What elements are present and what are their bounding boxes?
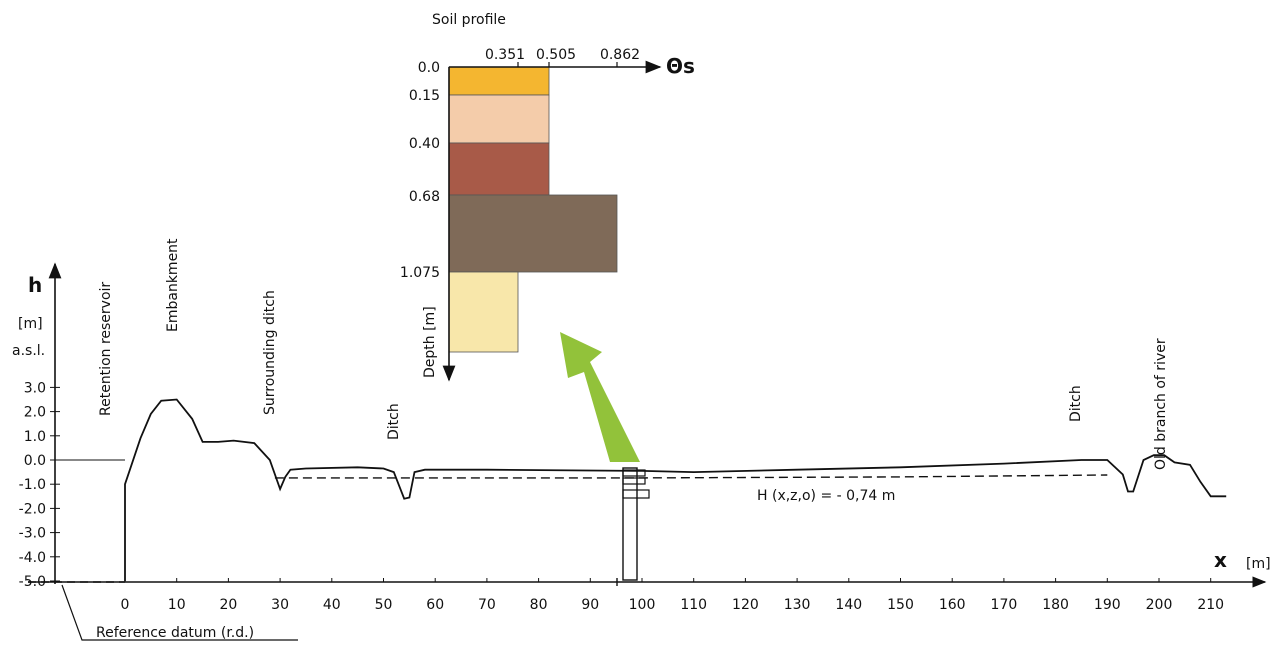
piezometer-cap <box>622 489 650 499</box>
depth-tick-2: 0.40 <box>409 136 440 152</box>
y-tick-2: 1.0 <box>24 429 46 445</box>
reference-datum-label: Reference datum (r.d.) <box>96 625 254 641</box>
x-tick-0: 0 <box>121 597 130 613</box>
soil-layer-4 <box>448 271 519 353</box>
x-tick-5: 50 <box>375 597 393 613</box>
theta-tick-2: 0.862 <box>600 47 640 63</box>
reference-datum-leader <box>61 584 298 641</box>
x-tick-12: 120 <box>732 597 759 613</box>
h-axis-unit: [m] <box>18 316 43 332</box>
soil-layers <box>448 66 618 353</box>
x-tick-16: 160 <box>939 597 966 613</box>
y-tick-7: -4.0 <box>19 550 46 566</box>
x-tick-19: 190 <box>1094 597 1121 613</box>
x-axis-label: x <box>1214 548 1227 572</box>
depth-axis-label: Depth [m] <box>422 306 438 378</box>
x-tick-10: 100 <box>629 597 656 613</box>
x-tick-21: 210 <box>1197 597 1224 613</box>
feature-retention-reservoir: Retention reservoir <box>98 282 114 416</box>
h-axis-label: h <box>28 273 42 297</box>
feature-old-branch-of-river: Old branch of river <box>1153 338 1169 470</box>
soil-layer-0 <box>448 66 550 96</box>
soil-layer-2 <box>448 142 550 196</box>
y-tick-4: -1.0 <box>19 477 46 493</box>
x-axis-unit: [m] <box>1246 556 1271 572</box>
y-tick-6: -3.0 <box>19 526 46 542</box>
y-tick-1: 2.0 <box>24 405 46 421</box>
depth-tick-4: 1.075 <box>400 265 440 281</box>
y-tick-3: 0.0 <box>24 453 46 469</box>
x-tick-4: 40 <box>323 597 341 613</box>
x-tick-17: 170 <box>991 597 1018 613</box>
terrain-profile <box>124 398 1227 581</box>
depth-tick-0: 0.0 <box>418 60 440 76</box>
water-table-label: H (x,z,o) = - 0,74 m <box>757 488 895 504</box>
x-tick-13: 130 <box>784 597 811 613</box>
x-tick-2: 20 <box>219 597 237 613</box>
soil-layer-1 <box>448 94 550 144</box>
h-axis-ticks: 3.02.01.00.0-1.0-2.0-3.0-4.0-5.0 <box>19 380 60 590</box>
theta-tick-0: 0.351 <box>485 47 525 63</box>
water-table-line <box>274 474 1108 479</box>
h-axis-unit2: a.s.l. <box>12 343 45 359</box>
x-tick-11: 110 <box>680 597 707 613</box>
x-tick-3: 30 <box>271 597 289 613</box>
x-tick-1: 10 <box>168 597 186 613</box>
y-tick-5: -2.0 <box>19 501 46 517</box>
feature-ditch-2: Ditch <box>1068 385 1084 422</box>
feature-surrounding-ditch: Surrounding ditch <box>262 290 278 415</box>
x-tick-18: 180 <box>1042 597 1069 613</box>
x-axis-ticks: 0 10 20 30 40 50 60 70 80 90 100 110 120 130 140 150 160… <box>121 578 1224 613</box>
x-tick-8: 80 <box>530 597 548 613</box>
piezometer <box>622 467 638 581</box>
soil-layer-3 <box>448 194 618 273</box>
location-arrow <box>560 332 640 462</box>
depth-tick-1: 0.15 <box>409 88 440 104</box>
x-tick-9: 90 <box>581 597 599 613</box>
theta-tick-1: 0.505 <box>536 47 576 63</box>
piezometer-screen-2 <box>622 477 646 485</box>
feature-embankment: Embankment <box>165 238 181 332</box>
feature-ditch-1: Ditch <box>386 403 402 440</box>
soil-profile-title: Soil profile <box>432 12 506 28</box>
x-tick-20: 200 <box>1146 597 1173 613</box>
x-tick-15: 150 <box>887 597 914 613</box>
x-tick-14: 140 <box>835 597 862 613</box>
x-tick-7: 70 <box>478 597 496 613</box>
depth-tick-3: 0.68 <box>409 189 440 205</box>
x-tick-6: 60 <box>426 597 444 613</box>
piezometer-screen-1 <box>622 469 646 477</box>
y-tick-0: 3.0 <box>24 380 46 396</box>
theta-axis-label: Θs <box>666 54 695 78</box>
